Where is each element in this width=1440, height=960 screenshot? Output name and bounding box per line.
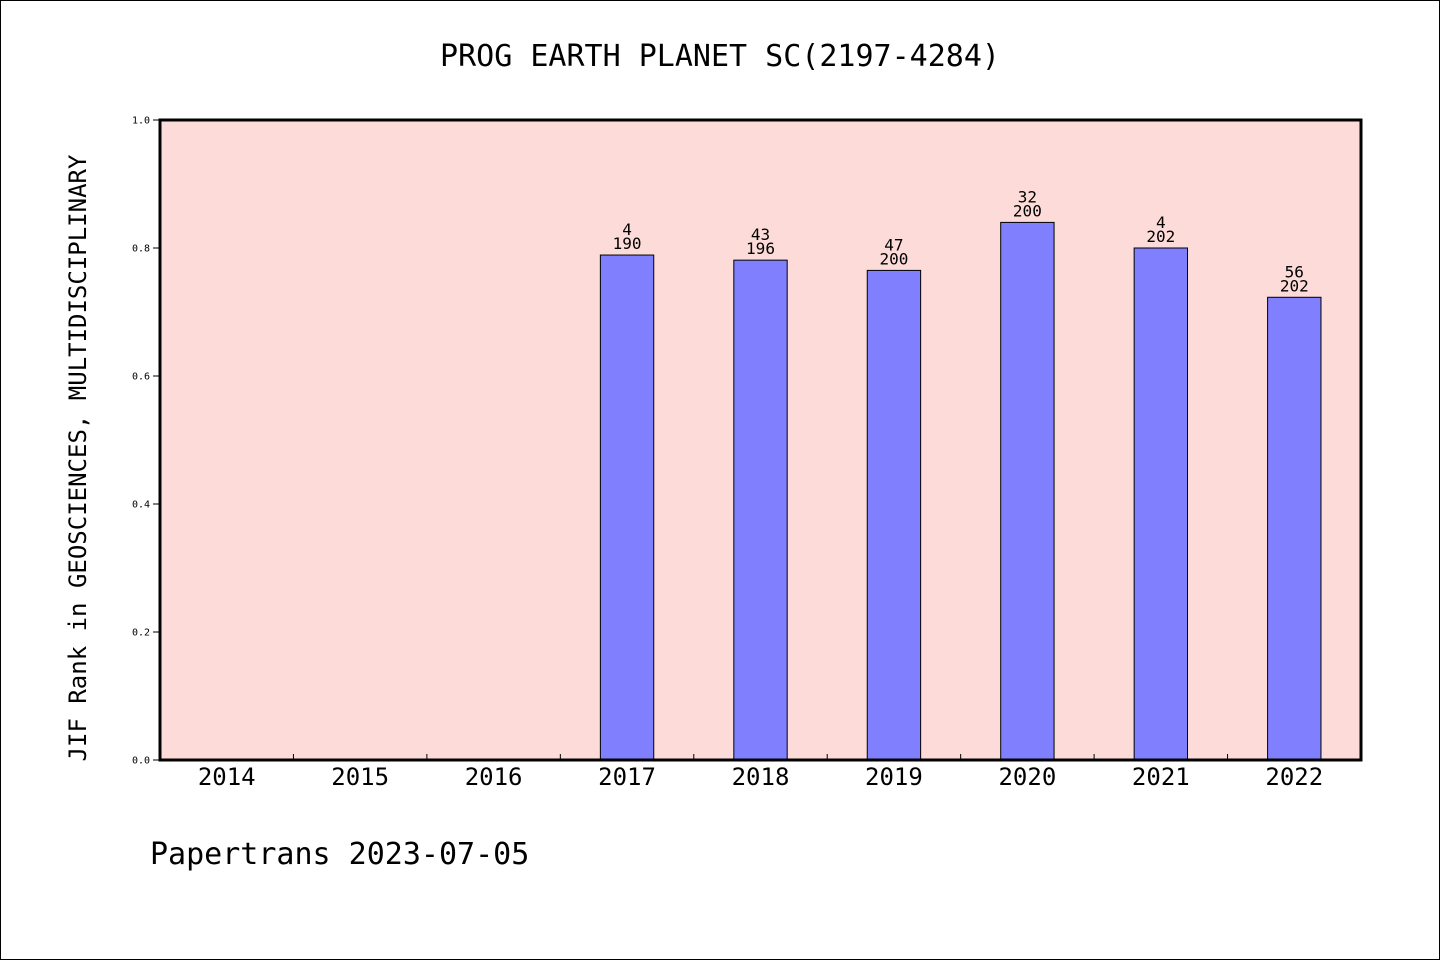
- x-tick-label: 2020: [998, 763, 1056, 791]
- bar: [1133, 247, 1189, 761]
- bar-rank-label: 4: [622, 220, 632, 239]
- x-tick-label: 2019: [865, 763, 923, 791]
- bar: [733, 259, 788, 761]
- y-tick-label: 0.0: [132, 756, 150, 767]
- x-tick-label: 2021: [1132, 763, 1190, 791]
- footer-credit: Papertrans 2023-07-05: [150, 837, 529, 872]
- chart-title: PROG EARTH PLANET SC(2197-4284): [440, 39, 1000, 74]
- bar: [1000, 221, 1055, 761]
- bar-total-label: 202: [1280, 276, 1309, 295]
- bar: [599, 254, 655, 761]
- y-tick-label: 0.2: [132, 628, 150, 639]
- bar-total-label: 200: [1013, 201, 1042, 220]
- plot-border: [158, 118, 1363, 762]
- bar-total-label: 200: [879, 249, 908, 268]
- bar-total-label: 190: [613, 234, 642, 253]
- y-tick-label: 1.0: [132, 116, 150, 127]
- bar-rank-label: 32: [1018, 187, 1037, 206]
- y-tick-label: 0.8: [132, 244, 150, 255]
- bar-rank-label: 43: [751, 225, 770, 244]
- x-axis: 2014 2015 2016 2017 2018 2019 2020 2021 2022: [198, 754, 1323, 791]
- bar: [1267, 296, 1322, 761]
- bar-rank-label: 56: [1285, 262, 1304, 281]
- x-tick-label: 2015: [331, 763, 389, 791]
- x-tick-label: 2016: [465, 763, 523, 791]
- bar-rank-label: 47: [884, 235, 903, 254]
- y-tick-label: 0.6: [132, 372, 150, 383]
- bar-rank-label: 4: [1156, 213, 1166, 232]
- x-tick-label: 2022: [1265, 763, 1323, 791]
- y-axis-label: JIF Rank in GEOSCIENCES, MULTIDISCIPLINA…: [64, 154, 92, 761]
- bar-total-label: 196: [746, 239, 775, 258]
- x-tick-label: 2014: [198, 763, 256, 791]
- bar-total-label: 202: [1146, 227, 1175, 246]
- y-tick-label: 0.4: [132, 500, 150, 511]
- x-tick-label: 2018: [732, 763, 790, 791]
- x-tick-label: 2017: [598, 763, 656, 791]
- bars: [599, 221, 1322, 761]
- y-axis: 0.0 0.2 0.4 0.6 0.8 1.0: [132, 116, 160, 767]
- bar: [866, 269, 922, 761]
